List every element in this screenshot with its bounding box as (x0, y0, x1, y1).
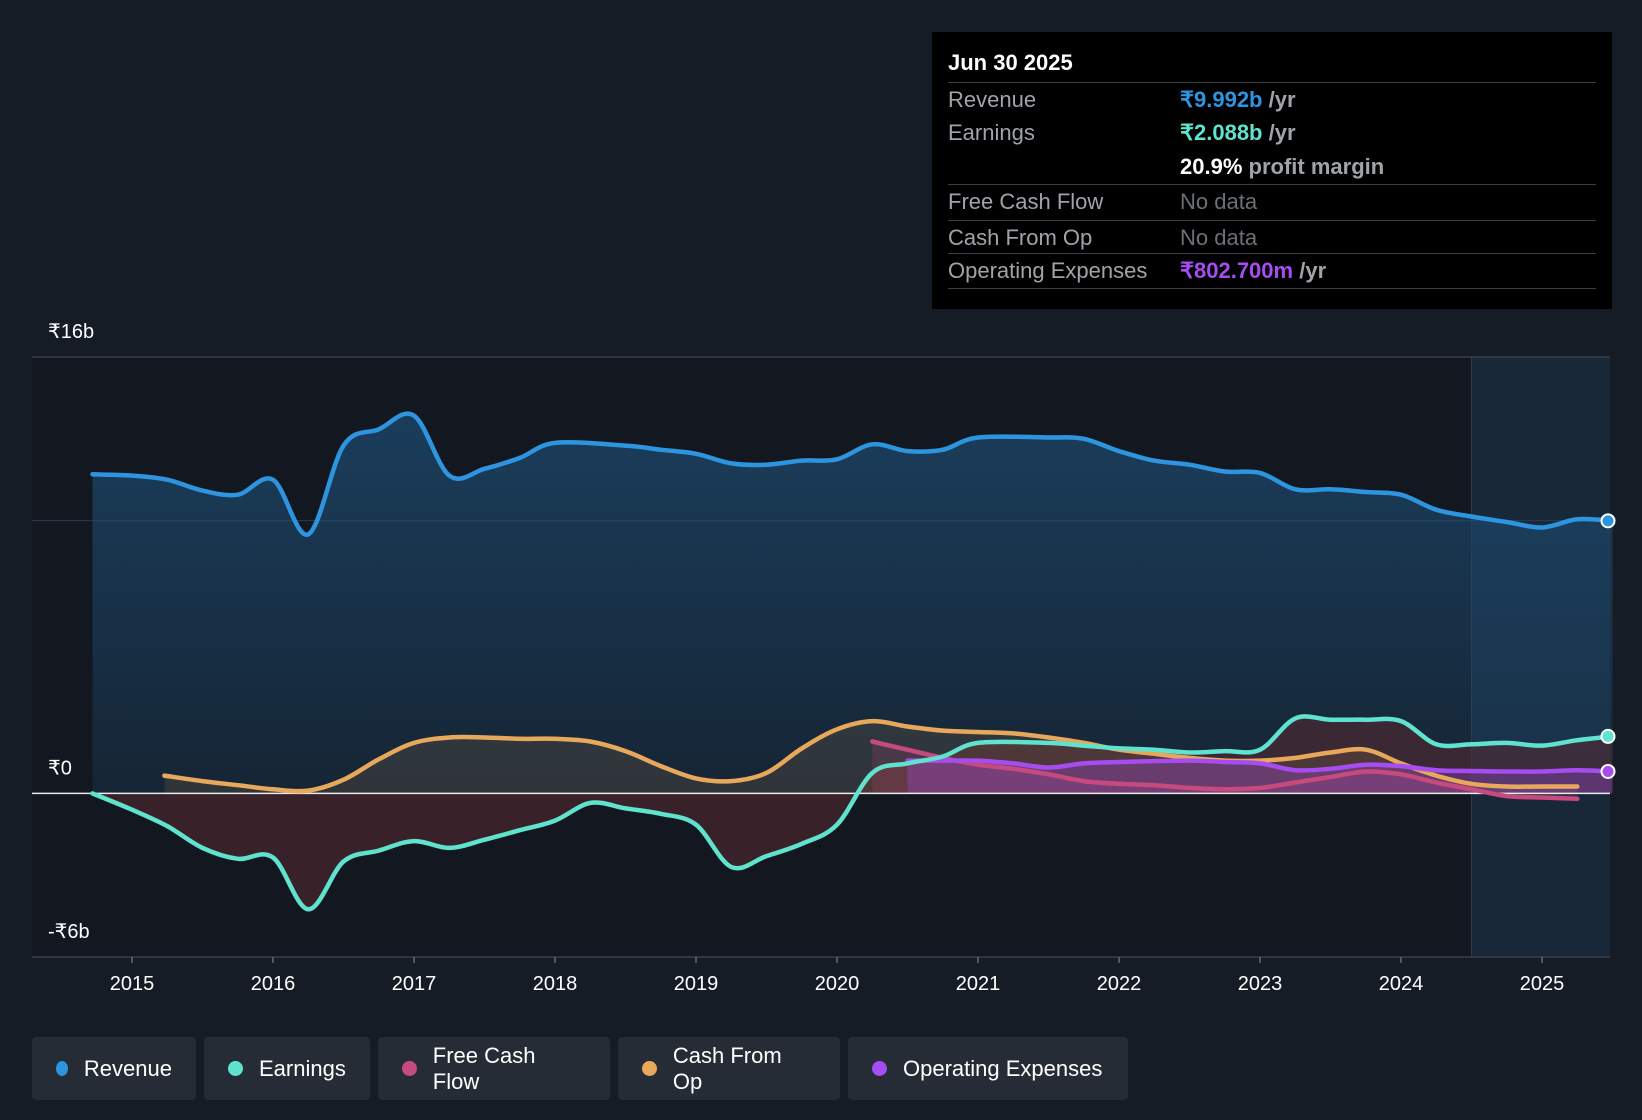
tooltip-value-revenue: ₹9.992b /yr (1180, 87, 1296, 112)
operating-expenses-line (905, 758, 1615, 774)
tooltip-label: Cash From Op (948, 225, 1093, 250)
revenue-endpoint (1600, 513, 1616, 529)
tooltip-row-margin: 20.9% profit margin (948, 150, 1596, 184)
x-tick-label: 2020 (815, 973, 860, 995)
earnings-endpoint (1600, 728, 1616, 744)
legend-label: Earnings (259, 1055, 346, 1081)
legend-label: Cash From Op (672, 1042, 782, 1094)
cash-from-op-dot-icon (642, 1061, 657, 1076)
revenue-area (92, 413, 1613, 794)
free-cash-flow-area (872, 741, 1578, 799)
earnings-area (92, 716, 1613, 910)
tooltip-date: Jun 30 2025 (948, 50, 1073, 75)
revenue-dot-icon (56, 1061, 68, 1076)
earnings-dot-icon (228, 1061, 243, 1076)
tooltip-label: Free Cash Flow (948, 189, 1104, 214)
cash-from-op-line (162, 718, 1580, 794)
x-tick-label: 2017 (392, 973, 437, 995)
operating-expenses-area (907, 760, 1613, 794)
legend-item-operating-expenses[interactable]: Operating Expenses (848, 1037, 1128, 1100)
tooltip-value-opex: ₹802.700m /yr (1180, 258, 1327, 283)
tooltip-value-fcf: No data (1180, 189, 1258, 214)
x-tick-label: 2018 (533, 973, 578, 995)
operating-expenses-dot-icon (872, 1061, 887, 1076)
x-tick-label: 2016 (251, 973, 296, 995)
legend-item-free-cash-flow[interactable]: Free Cash Flow (378, 1037, 610, 1100)
legend-label: Free Cash Flow (432, 1042, 536, 1094)
tooltip-row-cfo: Cash From Op No data (948, 220, 1596, 255)
tooltip-label: Revenue (948, 87, 1037, 112)
legend-item-revenue[interactable]: Revenue (32, 1037, 196, 1100)
x-tick-label: 2019 (674, 973, 719, 995)
x-tick-label: 2023 (1238, 973, 1283, 995)
y-tick-label: ₹0 (48, 757, 72, 779)
y-tick-label: ₹16b (48, 321, 94, 343)
tooltip-label: Earnings (948, 120, 1035, 145)
legend-item-cash-from-op[interactable]: Cash From Op (618, 1037, 840, 1100)
tooltip-row-opex: Operating Expenses ₹802.700m /yr (948, 253, 1596, 289)
x-tick-label: 2021 (956, 973, 1001, 995)
tooltip-value-earnings: ₹2.088b /yr (1180, 120, 1296, 145)
legend-label: Revenue (83, 1055, 172, 1081)
y-tick-label: -₹6b (48, 921, 90, 943)
tooltip: Jun 30 2025 Revenue ₹9.992b /yr Earnings… (932, 32, 1612, 309)
tooltip-value-margin: 20.9% profit margin (1180, 154, 1385, 179)
tooltip-row-earnings: Earnings ₹2.088b /yr (948, 116, 1596, 150)
operating-expenses-endpoint (1600, 763, 1616, 779)
x-tick-label: 2025 (1520, 973, 1565, 995)
revenue-line (90, 411, 1615, 537)
free-cash-flow-dot-icon (402, 1061, 417, 1076)
legend-item-earnings[interactable]: Earnings (204, 1037, 370, 1100)
legend-label: Operating Expenses (903, 1055, 1103, 1081)
x-tick-label: 2024 (1379, 973, 1424, 995)
earnings-line (90, 714, 1615, 912)
tooltip-row-fcf: Free Cash Flow No data (948, 184, 1596, 219)
x-tick-label: 2022 (1097, 973, 1142, 995)
tooltip-label: Operating Expenses (948, 258, 1148, 283)
x-tick-label: 2015 (110, 973, 155, 995)
tooltip-row-revenue: Revenue ₹9.992b /yr (948, 82, 1596, 117)
tooltip-value-cfo: No data (1180, 225, 1258, 250)
free-cash-flow-line (870, 739, 1580, 802)
